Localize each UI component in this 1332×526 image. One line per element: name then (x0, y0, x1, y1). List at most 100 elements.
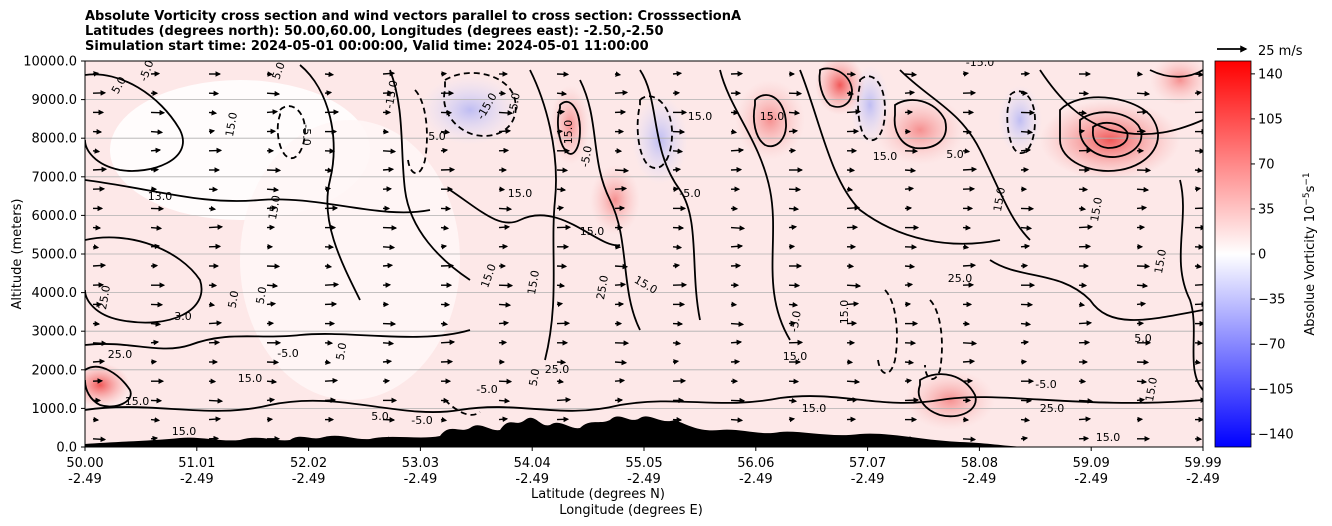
wind-vector (556, 186, 567, 193)
wind-vector (208, 109, 218, 116)
wind-vector (208, 416, 222, 422)
wind-vector (92, 436, 107, 443)
contour-label: 5.0 (334, 342, 350, 361)
colorbar-label-main: Absolue Vorticity 10 (1303, 206, 1318, 336)
x-tick-label-lat: 59.09 (1073, 456, 1110, 471)
colorbar-ticks: 140 105 70 35 0 −35 −70 −105 −140 (1251, 67, 1294, 443)
wind-vector (672, 166, 682, 173)
wind-vector (1136, 301, 1147, 307)
wind-vector (614, 71, 622, 77)
contour-label: -15.0 (966, 56, 994, 69)
contour-label: 5.0 (428, 130, 446, 143)
wind-vector (150, 147, 162, 154)
wind-vector (1078, 416, 1092, 422)
wind-vector (324, 359, 332, 365)
wind-vector (324, 186, 332, 192)
wind-vector (150, 225, 163, 231)
wind-vector (904, 378, 913, 384)
wind-vector (556, 282, 566, 289)
wind-vector (962, 244, 970, 250)
wind-vector (150, 129, 164, 135)
wind-vector (614, 89, 629, 96)
contour-label: -5.0 (300, 124, 313, 145)
wind-vector (382, 340, 395, 347)
wind-vector (788, 416, 796, 423)
wind-vector (962, 262, 977, 269)
wind-vector (1078, 205, 1087, 212)
wind-vector (1194, 377, 1203, 384)
wind-vector (498, 302, 512, 308)
colorbar-label-exp: −5 (1302, 192, 1312, 205)
contour-label: 5.0 (226, 290, 242, 309)
contour-label: 5.0 (527, 368, 543, 387)
x-tick-label-lat: 57.07 (849, 456, 886, 471)
wind-vector (1020, 147, 1032, 154)
colorbar (1214, 60, 1252, 448)
wind-vector (1136, 186, 1150, 193)
x-tick-label-lat: 58.08 (961, 456, 998, 471)
colorbar-tick-label: 35 (1258, 202, 1275, 217)
wind-vector (1136, 397, 1146, 403)
wind-vector (92, 262, 107, 269)
wind-vector (614, 378, 626, 384)
contour-label: -5.0 (411, 414, 432, 427)
wind-vector (846, 397, 859, 403)
wind-vector (614, 359, 628, 366)
y-tick-label: 6000.0 (32, 209, 78, 224)
colorbar-tick-label: 0 (1258, 248, 1266, 263)
x-tick-label-lon: -2.49 (627, 472, 661, 487)
wind-vector (92, 166, 108, 173)
wind-vector (614, 185, 628, 192)
wind-vector (904, 167, 917, 174)
wind-vector (556, 378, 565, 385)
contour-labels: 5.0-5.0 5.015.0 -5.0-15.05.0-15.0 -5.015.0-… (96, 56, 1169, 444)
contour-label: 15.0 (873, 150, 898, 163)
contour-label: 15.0 (991, 186, 1008, 212)
wind-vector (1020, 129, 1034, 135)
wind-vector (904, 90, 916, 96)
wind-vector (904, 282, 914, 288)
wind-vector (846, 378, 861, 385)
wind-vector (498, 206, 513, 212)
colorbar-tick-label: −105 (1258, 383, 1294, 398)
contour-label: 25.0 (1040, 402, 1065, 415)
wind-vector (382, 70, 396, 77)
colorbar-tick-label: 140 (1258, 67, 1283, 82)
wind-vector (788, 128, 799, 135)
wind-vector (1078, 301, 1086, 308)
wind-vector (962, 166, 978, 173)
colorbar-tick-label: 70 (1258, 157, 1275, 172)
wind-vector (846, 109, 862, 115)
wind-vector (614, 167, 630, 174)
contour-label: 25.0 (594, 274, 611, 300)
wind-vector (440, 339, 456, 346)
x-tick-label-lat: 59.99 (1184, 456, 1221, 471)
wind-vector (266, 186, 280, 193)
wind-vector (440, 243, 448, 250)
wind-vector (672, 148, 684, 154)
wind-vector (440, 321, 449, 327)
wind-vector (556, 90, 568, 97)
contour-label: 15.0 (580, 225, 605, 238)
contour-label: 25.0 (96, 284, 113, 310)
wind-vector (150, 321, 162, 327)
colorbar-label-unit: s (1303, 185, 1318, 192)
wind-vector (150, 339, 160, 346)
colorbar-tick-label: −70 (1258, 338, 1285, 353)
wind-vector (730, 128, 738, 135)
y-axis-label: Altitude (meters) (10, 199, 25, 310)
wind-vector (1194, 90, 1203, 96)
contour-lines (85, 64, 1203, 418)
contour-label: 15.0 (802, 402, 827, 415)
y-tick-label: 8000.0 (32, 132, 78, 147)
contour-label: -5.0 (506, 92, 523, 115)
contour-label: 15.0 (238, 372, 263, 385)
y-tick-label: 10000.0 (23, 55, 77, 70)
wind-vector (498, 110, 514, 116)
wind-vector (266, 90, 281, 97)
wind-vector (266, 205, 278, 211)
contour-label: 15.0 (1088, 196, 1105, 222)
x-tick-label-lon: -2.49 (963, 472, 997, 487)
wind-vector (1078, 398, 1094, 404)
y-tick-label: 9000.0 (32, 93, 78, 108)
